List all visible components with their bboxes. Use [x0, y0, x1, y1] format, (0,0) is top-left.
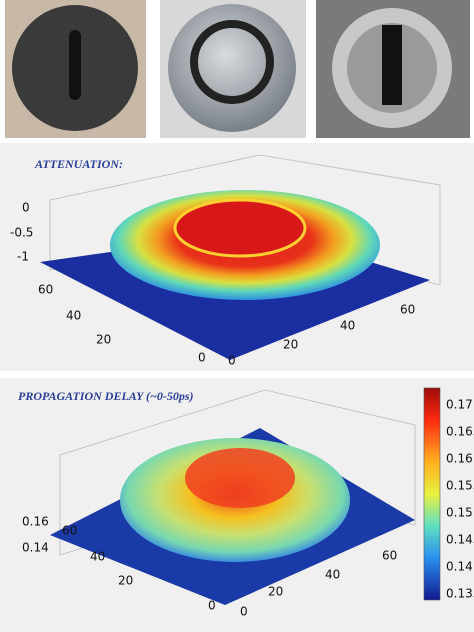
colorbar-tick-label: 0.17	[446, 398, 473, 412]
colorbar-tick-label: 0.16	[446, 452, 473, 466]
x-tick-label: 40	[325, 568, 340, 582]
y-tick-label: 20	[118, 574, 133, 588]
axes-frame	[59, 389, 416, 556]
x-tick-label: 60	[382, 549, 397, 563]
y-tick-label: 0	[208, 599, 216, 613]
z-tick-label: -1	[17, 250, 29, 264]
z-tick-label: 0	[22, 201, 30, 215]
x-tick-label: 40	[340, 319, 355, 333]
delay-panel: PROPAGATION DELAY (~0-50ps) 0.16 0.14 60…	[0, 378, 474, 632]
y-tick-label: 60	[62, 524, 77, 538]
panel-title: ATTENUATION:	[34, 157, 123, 171]
z-tick-label: 0.16	[22, 515, 49, 529]
attenuation-panel: ATTENUATION: 0 -0.5 -1 60 40 20 0 0 20 4…	[0, 143, 474, 371]
axes-frame	[49, 154, 441, 286]
colorbar-tick-label: 0.135	[446, 587, 474, 601]
colorbar-tick-label: 0.165	[446, 425, 474, 439]
colorbar-ticks: 0.17 0.165 0.16 0.155 0.15 0.145 0.14 0.135	[446, 398, 474, 601]
colorbar-tick-label: 0.155	[446, 479, 474, 493]
x-tick-label: 20	[283, 338, 298, 352]
x-tick-label: 60	[400, 303, 415, 317]
colorbar-tick-label: 0.15	[446, 506, 473, 520]
y-tick-label: 0	[198, 351, 206, 365]
z-tick-label: 0.14	[22, 541, 49, 555]
x-tick-label: 0	[240, 605, 248, 619]
z-tick-label: -0.5	[10, 226, 33, 240]
y-tick-label: 20	[96, 333, 111, 347]
photo-3-handle	[382, 25, 402, 105]
surface-peak	[173, 198, 307, 258]
colorbar-tick-label: 0.14	[446, 560, 473, 574]
photo-1-handle	[69, 30, 81, 100]
photo-2-ring	[190, 20, 274, 104]
photos	[5, 0, 470, 138]
y-tick-label: 40	[66, 309, 81, 323]
y-tick-label: 60	[38, 283, 53, 297]
surface-peak	[185, 448, 295, 508]
colorbar	[423, 387, 441, 601]
x-tick-label: 0	[228, 354, 236, 368]
colorbar-tick-label: 0.145	[446, 533, 474, 547]
panel-title: PROPAGATION DELAY (~0-50ps)	[18, 389, 194, 403]
y-tick-label: 40	[90, 550, 105, 564]
x-tick-label: 20	[268, 585, 283, 599]
